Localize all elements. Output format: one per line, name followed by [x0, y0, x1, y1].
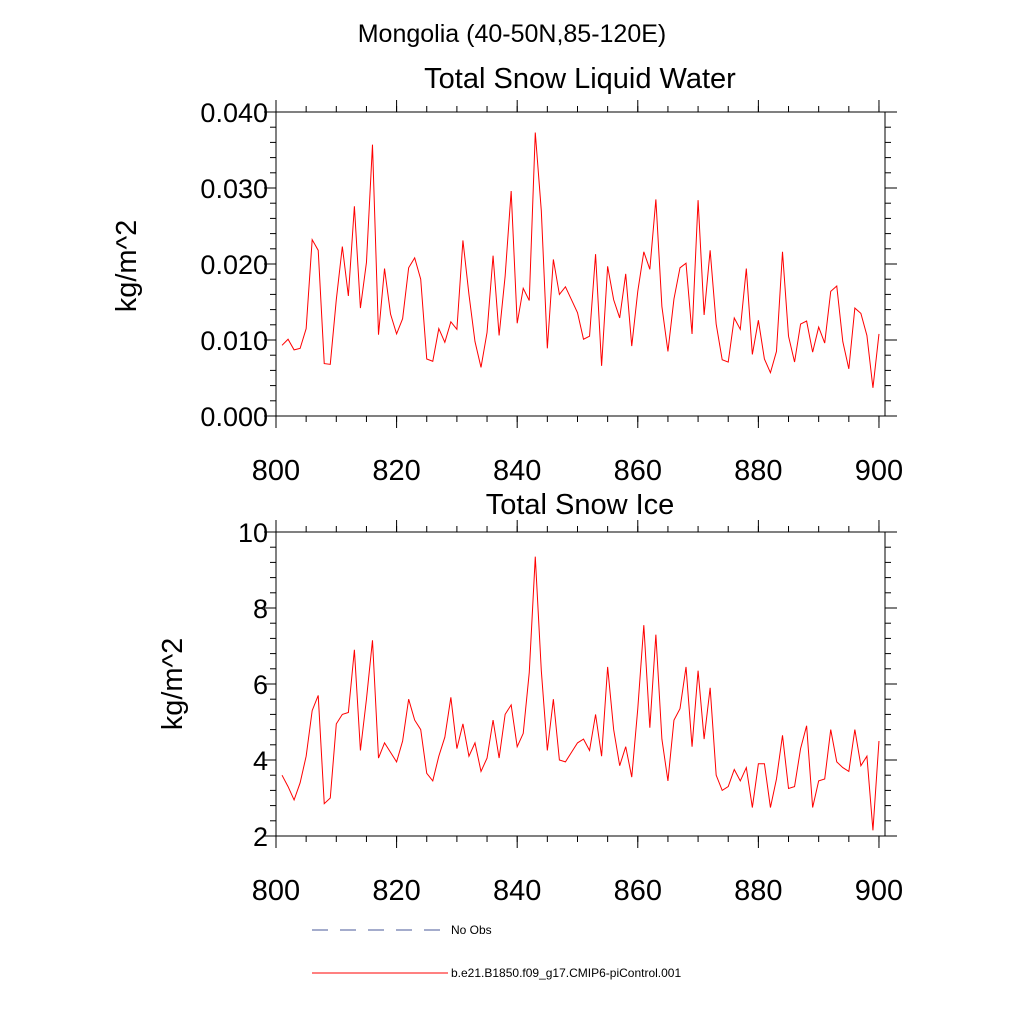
x-tick-labels: 800 820 840 860 880 900 — [252, 455, 903, 487]
x-tick-label: 860 — [614, 455, 662, 487]
y-tick-label: 0.040 — [200, 98, 268, 128]
x-tick-label: 900 — [855, 875, 903, 907]
y-tick-label: 0.030 — [200, 174, 268, 204]
y-tick-label: 0.010 — [200, 326, 268, 356]
data-series-line — [281, 556, 880, 831]
axis-ticks — [264, 100, 897, 428]
x-tick-label: 820 — [372, 455, 420, 487]
panel-snow-liquid-water: Total Snow Liquid Water kg/m^2 0.000 0.01… — [111, 63, 903, 487]
y-tick-labels: 2 4 6 8 10 — [238, 518, 268, 852]
legend-obs-label: No Obs — [451, 923, 492, 937]
data-series-line — [281, 132, 880, 388]
axis-ticks — [264, 520, 897, 848]
x-tick-label: 820 — [372, 875, 420, 907]
x-tick-label: 840 — [493, 455, 541, 487]
y-tick-label: 0.020 — [200, 250, 268, 280]
panel-title: Total Snow Ice — [486, 489, 675, 521]
x-tick-label: 880 — [734, 875, 782, 907]
figure-suptitle: Mongolia (40-50N,85-120E) — [358, 20, 667, 48]
y-tick-labels: 0.000 0.010 0.020 0.030 0.040 — [200, 98, 268, 432]
panel-snow-ice: Total Snow Ice kg/m^2 2 4 6 8 10 800 820 840 86… — [157, 489, 903, 907]
x-tick-label: 800 — [252, 875, 300, 907]
y-tick-label: 8 — [253, 594, 268, 624]
x-tick-label: 800 — [252, 455, 300, 487]
y-axis-label: kg/m^2 — [157, 638, 189, 731]
plot-frame — [275, 111, 886, 417]
legend-model-label: b.e21.B1850.f09_g17.CMIP6-piControl.001 — [451, 966, 681, 980]
x-tick-label: 880 — [734, 455, 782, 487]
y-tick-label: 10 — [238, 518, 268, 548]
x-tick-label: 840 — [493, 875, 541, 907]
plot-frame — [275, 531, 886, 837]
x-tick-label: 860 — [614, 875, 662, 907]
y-tick-label: 6 — [253, 670, 268, 700]
x-tick-label: 900 — [855, 455, 903, 487]
y-tick-label: 2 — [253, 822, 268, 852]
y-axis-label: kg/m^2 — [111, 220, 143, 313]
y-tick-label: 4 — [253, 746, 268, 776]
legend: No Obs b.e21.B1850.f09_g17.CMIP6-piContr… — [312, 923, 681, 980]
y-tick-label: 0.000 — [200, 402, 268, 432]
panel-title: Total Snow Liquid Water — [424, 63, 736, 95]
x-tick-labels: 800 820 840 860 880 900 — [252, 875, 903, 907]
